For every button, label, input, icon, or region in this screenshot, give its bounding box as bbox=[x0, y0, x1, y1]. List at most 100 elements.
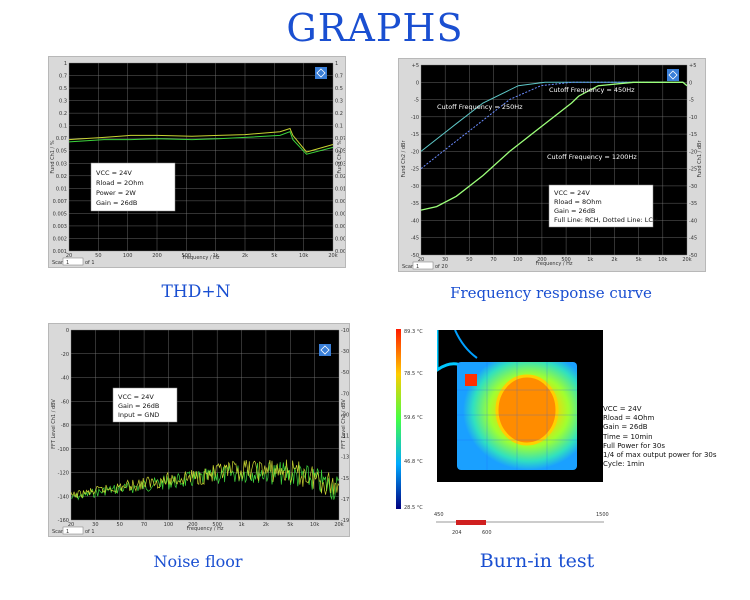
thd-y-tick-left: 0.001 bbox=[53, 249, 67, 255]
freq-legend-rload: Rload = 8Ohm bbox=[554, 198, 602, 206]
thd-y-tick-left: 0.03 bbox=[56, 161, 67, 167]
noise-x-tick: 30 bbox=[92, 522, 98, 528]
freq-y-tick-left: -5 bbox=[414, 98, 419, 104]
thd-scan-value: 1 bbox=[66, 260, 69, 266]
noise-y-tick-right: -110 bbox=[341, 434, 349, 440]
thd-y-tick-left: 1 bbox=[64, 61, 67, 67]
freq-legend-box bbox=[548, 184, 654, 228]
noise-scan-select[interactable] bbox=[62, 526, 84, 535]
freq-x-tick: 500 bbox=[561, 257, 571, 263]
thd-y-tick-left: 0.02 bbox=[56, 174, 67, 180]
thd-y-tick-left: 0.003 bbox=[53, 224, 67, 230]
noise-x-tick: 500 bbox=[212, 522, 222, 528]
noise-x-tick: 1k bbox=[239, 522, 245, 528]
noise-y-axis-label-right: FFT Level Ch2 / dBV bbox=[341, 399, 347, 449]
noise-y-tick-left: 0 bbox=[66, 328, 69, 334]
thd-y-tick-left: 0.5 bbox=[59, 86, 67, 92]
freq-y-tick-left: -50 bbox=[411, 253, 419, 259]
noise-x-tick: 20k bbox=[334, 522, 343, 528]
freq-annotation-1200hz: Cutoff Frequency = 1200Hz bbox=[547, 153, 637, 161]
noise-legend-input: Input = GND bbox=[118, 411, 159, 419]
burn-scale-tick-1: 89.3 °C bbox=[404, 329, 423, 335]
freq-scan-label: Scan bbox=[402, 264, 414, 270]
thd-x-tick: 10k bbox=[299, 253, 308, 259]
burn-bar-sub-left: 204 bbox=[452, 530, 462, 536]
thd-y-tick-right: 0.1 bbox=[335, 124, 343, 130]
noise-scan-of: of 1 bbox=[85, 529, 95, 535]
noise-x-tick: 50 bbox=[117, 522, 123, 528]
freq-y-tick-right: -45 bbox=[689, 236, 697, 242]
thd-y-axis-label-left: Fund Ch1 / % bbox=[50, 140, 56, 173]
freq-y-tick-left: -15 bbox=[411, 132, 419, 138]
thd-y-tick-right: 0.7 bbox=[335, 74, 343, 80]
freq-x-tick: 200 bbox=[537, 257, 547, 263]
thd-legend-rload: Rload = 2Ohm bbox=[96, 179, 144, 187]
thd-y-tick-right: 1 bbox=[335, 61, 338, 67]
thd-y-tick-right: 0.02 bbox=[335, 174, 345, 180]
thd-x-tick: 50 bbox=[95, 253, 101, 259]
thd-scan-label: Scan bbox=[52, 260, 64, 266]
freq-legend-lines: Full Line: RCH, Dotted Line: LCH bbox=[554, 216, 658, 224]
thd-x-tick: 5k bbox=[271, 253, 277, 259]
freq-scan-value: 1 bbox=[416, 264, 419, 270]
burn-scale-tick-5: 28.5 °C bbox=[404, 505, 423, 511]
thd-y-tick-right: 0.07 bbox=[335, 136, 345, 142]
thd-y-tick-left: 0.07 bbox=[56, 136, 67, 142]
thd-y-tick-left: 0.3 bbox=[59, 99, 67, 105]
burn-scale-tick-4: 46.8 °C bbox=[404, 459, 423, 465]
freq-y-tick-left: -40 bbox=[411, 218, 419, 224]
freq-x-tick: 5k bbox=[636, 257, 642, 263]
noise-legend-box bbox=[112, 387, 178, 423]
freq-y-axis-label-left: Fund Ch2 / dBr bbox=[401, 140, 407, 178]
thd-scan-select[interactable] bbox=[62, 257, 84, 266]
thd-x-tick: 200 bbox=[152, 253, 162, 259]
noise-y-tick-left: -100 bbox=[58, 447, 69, 453]
page-title: GRAPHS bbox=[286, 6, 464, 50]
freq-legend-vcc: VCC = 24V bbox=[554, 189, 590, 197]
burn-bar-right-label: 1500 bbox=[596, 512, 609, 518]
freq-y-tick-left: 0 bbox=[416, 80, 419, 86]
thd-y-tick-right: 0.002 bbox=[335, 236, 345, 242]
freq-caption: Frequency response curve bbox=[450, 284, 652, 302]
noise-series-ch2-line bbox=[70, 459, 340, 499]
burn-note-time: Time = 10min bbox=[603, 432, 653, 441]
freq-x-tick: 50 bbox=[466, 257, 472, 263]
burn-notes: VCC = 24V Rload = 4Ohm Gain = 26dB Time … bbox=[603, 405, 717, 469]
freq-chart-panel: +5 0 -5 -10 -15 -20 -25 -30 -35 -40 -45 -50 +5 0 -5 -1… bbox=[398, 58, 706, 272]
noise-y-tick-right: -190 bbox=[341, 518, 349, 524]
freq-scan-select[interactable] bbox=[412, 261, 434, 270]
freq-scan-of: of 20 bbox=[435, 264, 448, 270]
freq-y-tick-right: -15 bbox=[689, 132, 697, 138]
thd-y-tick-left: 0.007 bbox=[53, 199, 67, 205]
burn-scale-tick-3: 59.6 °C bbox=[404, 415, 423, 421]
freq-y-tick-right: 0 bbox=[689, 80, 692, 86]
thd-y-tick-right: 0.007 bbox=[335, 199, 345, 205]
freq-y-tick-right: +5 bbox=[689, 63, 696, 69]
noise-y-tick-right: -130 bbox=[341, 455, 349, 461]
thd-y-tick-left: 0.05 bbox=[56, 149, 67, 155]
freq-y-tick-left: -10 bbox=[411, 115, 419, 121]
thd-chart: 1 0.7 0.5 0.3 0.2 0.1 0.07 0.05 0.03 0.02 0.01 0.00… bbox=[50, 61, 345, 266]
burn-thermal-image bbox=[437, 330, 603, 482]
freq-x-tick: 10k bbox=[658, 257, 667, 263]
freq-y-tick-right: -30 bbox=[689, 184, 697, 190]
freq-y-axis-label-right: Fund Ch1 / dBr bbox=[697, 140, 703, 178]
thd-legend-gain: Gain = 26dB bbox=[96, 199, 137, 207]
thd-caption: THD+N bbox=[161, 282, 231, 302]
freq-x-axis-label: Frequency / Hz bbox=[535, 261, 572, 267]
freq-y-tick-right: -5 bbox=[689, 98, 694, 104]
noise-y-tick-left: -120 bbox=[58, 471, 69, 477]
noise-scan-label: Scan bbox=[52, 529, 64, 535]
freq-x-tick: 30 bbox=[442, 257, 448, 263]
burn-temperature-scale: 89.3 °C 78.5 °C 59.6 °C 46.8 °C 28.5 °C bbox=[396, 329, 423, 511]
freq-y-tick-right: -50 bbox=[689, 253, 697, 259]
noise-x-tick: 10k bbox=[310, 522, 319, 528]
noise-chart-panel: 0 -20 -40 -60 -80 -100 -120 -140 -160 -10 -30 -50 -… bbox=[48, 323, 350, 537]
noise-y-tick-left: -40 bbox=[61, 376, 69, 382]
noise-logo-icon bbox=[319, 344, 331, 356]
freq-y-tick-right: -10 bbox=[689, 115, 697, 121]
thd-y-tick-left: 0.2 bbox=[59, 111, 67, 117]
noise-caption: Noise floor bbox=[153, 552, 243, 571]
burn-range-marker[interactable] bbox=[456, 520, 486, 525]
thd-y-tick-right: 0.003 bbox=[335, 224, 345, 230]
